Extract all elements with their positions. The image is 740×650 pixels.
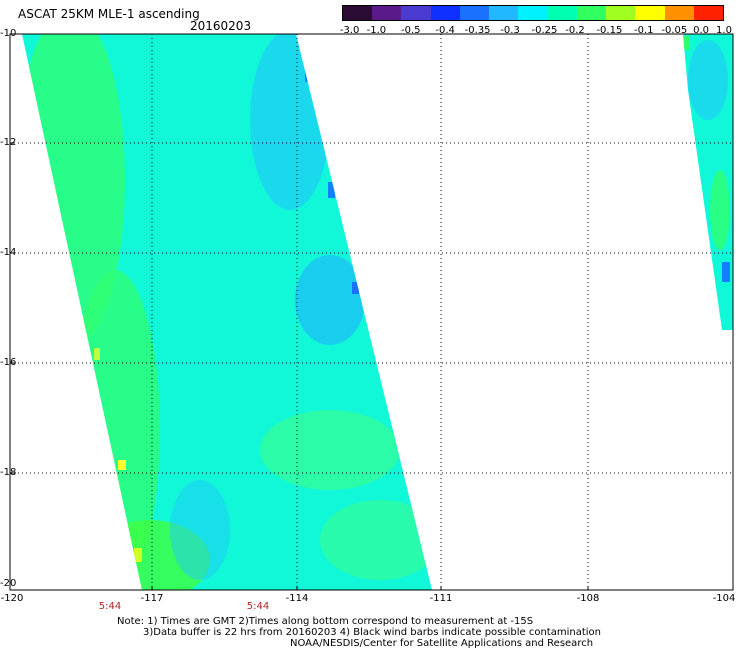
axis-ticks xyxy=(10,142,589,590)
lat-label: -20 xyxy=(0,578,17,589)
lon-label: -108 xyxy=(576,593,600,604)
colorbar-label: -0.25 xyxy=(531,25,558,36)
lon-label: -104 xyxy=(712,593,736,604)
note-line: 3)Data buffer is 22 hrs from 20160203 4)… xyxy=(143,627,601,638)
colorbar xyxy=(342,5,724,21)
note-line: NOAA/NESDIS/Center for Satellite Applica… xyxy=(290,638,594,649)
lon-label: -117 xyxy=(140,593,164,604)
time-label: 5:44 xyxy=(98,601,122,612)
colorbar-segment xyxy=(430,6,460,20)
colorbar-label: -0.1 xyxy=(634,25,654,36)
swath-main xyxy=(22,34,432,590)
map-date: 20160203 xyxy=(190,19,252,33)
lon-label: -114 xyxy=(285,593,309,604)
colorbar-segment xyxy=(606,6,636,20)
colorbar-label: -0.2 xyxy=(565,25,585,36)
colorbar-label: 1.0 xyxy=(716,25,732,36)
lat-label: -12 xyxy=(0,137,17,148)
colorbar-segment xyxy=(576,6,607,20)
swath-right xyxy=(683,34,733,330)
colorbar-segment xyxy=(547,6,577,20)
colorbar-segment xyxy=(518,6,548,20)
lat-label: -14 xyxy=(0,247,17,258)
colorbar-segment xyxy=(664,6,694,20)
note-line: Note: 1) Times are GMT 2)Times along bot… xyxy=(117,616,534,627)
colorbar-label: -0.4 xyxy=(435,25,455,36)
colorbar-segment xyxy=(693,6,724,20)
colorbar-segment xyxy=(401,6,431,20)
lon-label: -111 xyxy=(429,593,453,604)
colorbar-label: -0.3 xyxy=(500,25,520,36)
lon-label: -120 xyxy=(0,593,24,604)
colorbar-label: -0.15 xyxy=(596,25,623,36)
colorbar-label: -0.5 xyxy=(400,25,421,36)
colorbar-label: -0.35 xyxy=(464,25,491,36)
colorbar-segment xyxy=(343,6,373,20)
graticule xyxy=(10,34,733,590)
colorbar-label: -3.0 xyxy=(339,25,360,36)
time-label: 5:44 xyxy=(246,601,270,612)
lat-label: -18 xyxy=(0,467,17,478)
colorbar-segment xyxy=(489,6,519,20)
colorbar-label: -1.0 xyxy=(366,25,387,36)
colorbar-segment xyxy=(372,6,402,20)
colorbar-label: -0.05 xyxy=(661,25,688,36)
map-frame xyxy=(9,33,734,591)
colorbar-segment xyxy=(459,6,490,20)
lat-label: -10 xyxy=(0,28,17,39)
colorbar-label: 0.0 xyxy=(693,25,710,36)
colorbar-segment xyxy=(635,6,665,20)
map-title: ASCAT 25KM MLE-1 ascending xyxy=(18,7,200,21)
lat-label: -16 xyxy=(0,357,17,368)
